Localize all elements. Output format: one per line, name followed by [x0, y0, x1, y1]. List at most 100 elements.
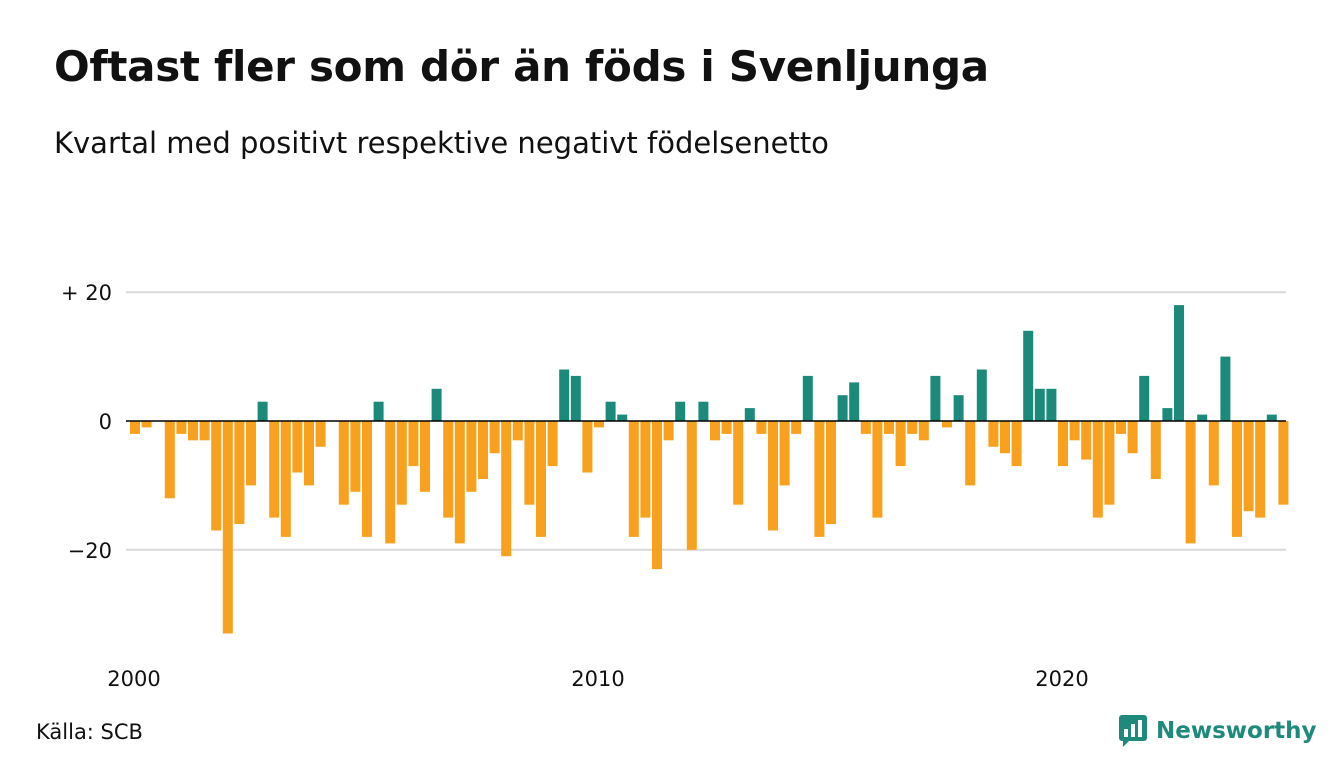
brand-logo: Newsworthy: [1118, 714, 1317, 748]
bar-negative: [385, 421, 396, 544]
bar-negative: [965, 421, 976, 486]
bar-negative: [860, 421, 871, 434]
bar-negative: [1116, 421, 1126, 434]
bar-negative: [942, 421, 952, 428]
bar-negative: [686, 421, 697, 550]
bar-negative: [872, 421, 883, 518]
bar-negative: [489, 421, 500, 454]
bar-negative: [1058, 421, 1068, 467]
bar-negative: [188, 421, 198, 441]
bar-negative: [362, 421, 372, 537]
bar-negative: [420, 421, 430, 492]
bar-negative: [733, 421, 744, 505]
bar-negative: [1000, 421, 1010, 454]
bar-positive: [559, 369, 570, 421]
bar-negative: [756, 421, 767, 434]
bar-negative: [1208, 421, 1219, 486]
bar-negative: [246, 421, 256, 486]
bar-negative: [454, 421, 465, 544]
brand-name: Newsworthy: [1156, 718, 1317, 744]
bar-negative: [826, 421, 836, 524]
bar-negative: [536, 421, 546, 537]
bar-negative: [791, 421, 802, 434]
bar-negative: [304, 421, 314, 486]
bar-positive: [675, 401, 686, 421]
bar-positive: [1197, 414, 1208, 421]
bar-negative: [338, 421, 349, 505]
bar-positive: [976, 369, 987, 421]
bar-positive: [1220, 356, 1231, 421]
bar-positive: [431, 388, 442, 421]
y-tick-label: + 20: [61, 281, 112, 305]
x-tick-label: 2020: [1035, 667, 1088, 691]
bar-negative: [141, 421, 152, 428]
bar-positive: [1139, 375, 1150, 421]
bar-positive: [802, 375, 813, 421]
bar-negative: [1278, 421, 1289, 505]
bar-negative: [466, 421, 477, 492]
bar-negative: [768, 421, 778, 531]
bar-negative: [524, 421, 535, 505]
bar-negative: [1104, 421, 1115, 505]
bar-positive: [617, 414, 628, 421]
bar-negative: [396, 421, 407, 505]
bar-positive: [837, 395, 848, 421]
x-tick-label: 2000: [107, 667, 160, 691]
bar-positive: [1174, 305, 1184, 421]
bar-negative: [582, 421, 593, 473]
bar-positive: [1162, 408, 1173, 421]
bar-negative: [663, 421, 674, 441]
bar-negative: [234, 421, 245, 524]
bar-positive: [930, 375, 941, 421]
bar-positive: [744, 408, 755, 421]
bar-negative: [211, 421, 222, 531]
bar-negative: [164, 421, 175, 499]
bar-positive: [1266, 414, 1277, 421]
bar-negative: [907, 421, 918, 434]
bar-negative: [884, 421, 894, 434]
bar-negative: [1243, 421, 1254, 512]
bar-negative: [478, 421, 488, 479]
bar-negative: [1150, 421, 1161, 479]
bar-positive: [605, 401, 616, 421]
bar-negative: [652, 421, 662, 570]
bar-negative: [918, 421, 929, 441]
bar-negative: [222, 421, 233, 634]
bar-positive: [257, 401, 268, 421]
bar-negative: [130, 421, 140, 434]
bar-negative: [350, 421, 361, 492]
bar-negative: [1081, 421, 1092, 460]
bar-negative: [292, 421, 303, 473]
bar-positive: [373, 401, 384, 421]
bar-negative: [628, 421, 639, 537]
bar-negative: [1232, 421, 1242, 537]
bar-negative: [199, 421, 210, 441]
bar-negative: [176, 421, 187, 434]
y-tick-label: −20: [68, 539, 112, 563]
bar-negative: [408, 421, 419, 467]
bar-negative: [779, 421, 790, 486]
source-note: Källa: SCB: [36, 720, 143, 744]
bar-negative: [721, 421, 732, 434]
bar-negative: [443, 421, 454, 518]
bar-negative: [640, 421, 651, 518]
bar-negative: [988, 421, 999, 447]
chart-subtitle: Kvartal med positivt respektive negativt…: [54, 126, 829, 160]
bar-positive: [1034, 388, 1045, 421]
chart-title: Oftast fler som dör än föds i Svenljunga: [54, 42, 989, 91]
bar-positive: [698, 401, 709, 421]
bar-negative: [1185, 421, 1196, 544]
bar-positive: [1023, 330, 1034, 421]
bar-negative: [895, 421, 906, 467]
newsworthy-logo-icon: [1119, 715, 1147, 747]
bar-positive: [1046, 388, 1057, 421]
bar-negative: [594, 421, 604, 428]
bar-negative: [814, 421, 825, 537]
y-tick-label: 0: [99, 410, 112, 434]
bar-positive: [849, 382, 860, 421]
bar-negative: [547, 421, 558, 467]
bar-negative: [1011, 421, 1022, 467]
x-tick-label: 2010: [571, 667, 624, 691]
bar-positive: [953, 395, 964, 421]
